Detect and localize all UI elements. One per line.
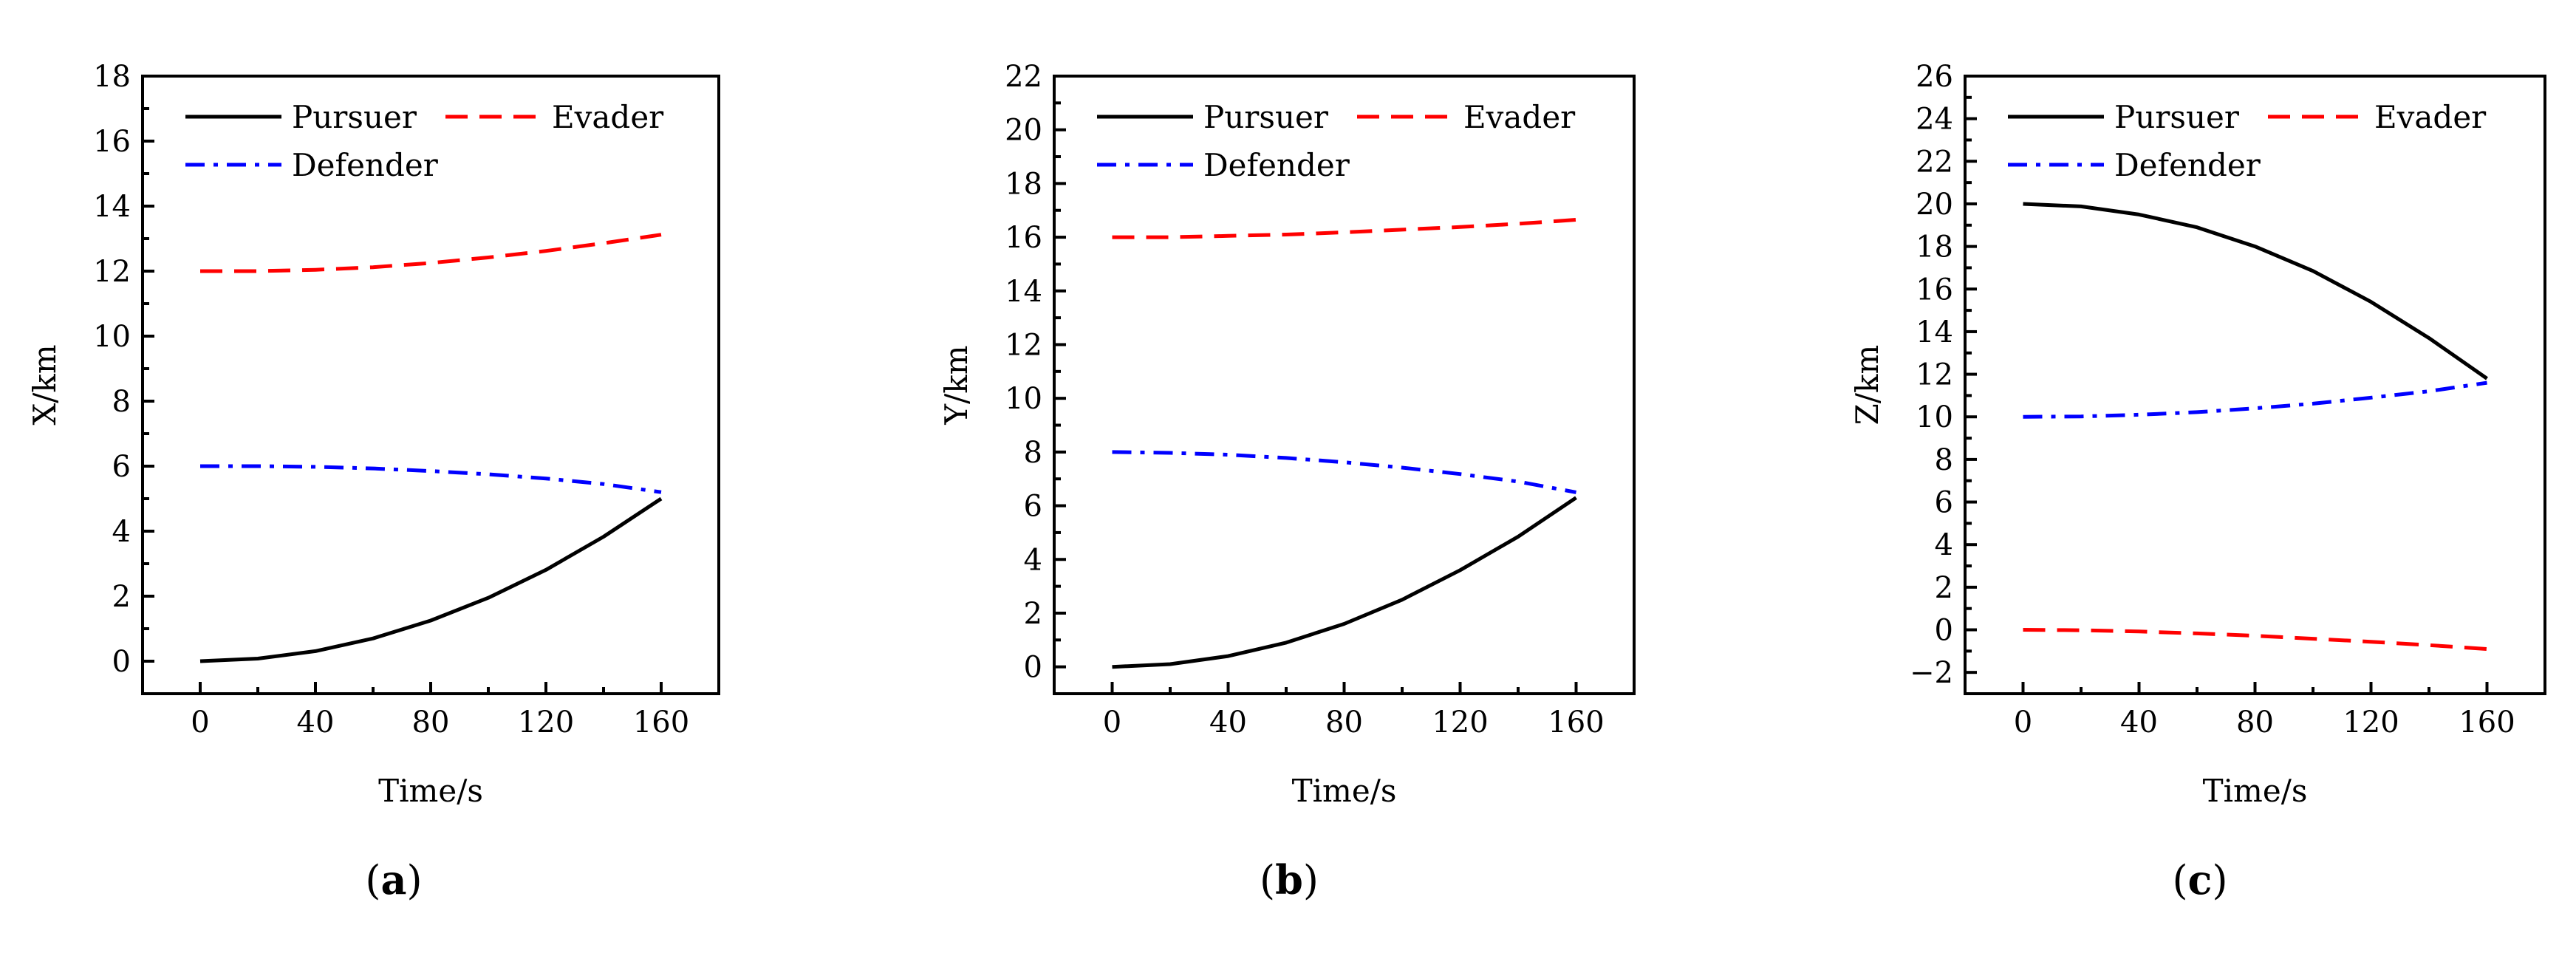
legend-label-pursuer: Pursuer	[2114, 99, 2240, 135]
y-tick-label: 10	[1005, 382, 1042, 416]
legend: Pursuer Evader Defender	[185, 99, 664, 183]
panel-label: (b)	[1260, 856, 1319, 904]
y-tick-label: 16	[93, 125, 131, 159]
x-tick-label: 0	[1103, 706, 1121, 739]
panel-label: (c)	[2172, 856, 2227, 904]
y-tick-label: 18	[1005, 167, 1042, 201]
y-tick-label: 24	[1916, 103, 1953, 137]
y-tick-label: 0	[1935, 614, 1953, 648]
legend-label-evader: Evader	[2374, 99, 2487, 135]
x-tick-label: 120	[1432, 706, 1488, 739]
y-tick-label: 4	[1935, 528, 1953, 562]
y-tick-label: 22	[1916, 145, 1953, 179]
series-evader-line	[200, 233, 662, 273]
series-evader-line	[2023, 628, 2487, 651]
x-tick-label: 80	[412, 706, 450, 739]
x-tick-label: 0	[2014, 706, 2032, 739]
y-tick-label: 6	[1935, 486, 1953, 520]
series-defender-line	[200, 464, 662, 494]
y-tick-label: 6	[1024, 490, 1042, 524]
x-tick-label: 120	[518, 706, 574, 739]
y-tick-label: 26	[1916, 60, 1953, 94]
y-tick-label: 4	[1024, 543, 1042, 577]
y-tick-label: 22	[1005, 60, 1042, 94]
y-tick-label: 16	[1005, 221, 1042, 255]
series-evader-line	[1112, 218, 1576, 239]
y-tick-label: 2	[1935, 571, 1953, 605]
x-tick-label: 40	[297, 706, 335, 739]
y-tick-label: 10	[1916, 400, 1953, 434]
y-tick-label: 14	[93, 190, 131, 224]
y-axis-label: Y/km	[938, 345, 974, 425]
y-tick-label: 12	[93, 255, 131, 289]
legend-label-defender: Defender	[1203, 147, 1350, 183]
y-tick-label: 10	[93, 320, 131, 354]
y-tick-label: 12	[1916, 358, 1953, 392]
legend-label-defender: Defender	[2114, 147, 2261, 183]
x-tick-label: 80	[2236, 706, 2274, 739]
x-tick-label: 160	[633, 706, 689, 739]
panel-label: (a)	[365, 856, 422, 904]
legend-label-evader: Evader	[552, 99, 664, 135]
x-tick-label: 40	[1209, 706, 1247, 739]
x-axis-label: Time/s	[1292, 773, 1397, 809]
y-tick-label: 18	[1916, 230, 1953, 264]
chart-panel-b: 0 2 4 6 8 10 12 14 16 18 20 22 0 40 80 120 160 Time/s Y/km…	[938, 60, 1636, 904]
series-pursuer-line	[1112, 496, 1577, 669]
legend-label-evader: Evader	[1463, 99, 1576, 135]
y-tick-label: 8	[1024, 436, 1042, 470]
y-tick-label: 0	[1024, 651, 1042, 685]
chart-panel-a: 0 2 4 6 8 10 12 14 16 18 0 40 80 120 160 Time/s X/km Purs…	[27, 60, 720, 904]
x-tick-label: 160	[1548, 706, 1604, 739]
y-tick-label: −2	[1910, 656, 1953, 690]
y-axis-label: Z/km	[1849, 345, 1885, 426]
y-tick-label: 16	[1916, 273, 1953, 307]
x-tick-label: 80	[1325, 706, 1363, 739]
y-tick-label: 4	[112, 515, 131, 549]
y-tick-label: 18	[93, 60, 131, 94]
y-tick-label: 20	[1005, 114, 1042, 148]
y-tick-label: 20	[1916, 188, 1953, 222]
x-tick-label: 0	[191, 706, 209, 739]
x-tick-label: 160	[2459, 706, 2515, 739]
legend-label-pursuer: Pursuer	[1203, 99, 1329, 135]
series-defender-line	[2023, 380, 2487, 419]
y-tick-label: 14	[1005, 275, 1042, 309]
series-pursuer-line	[199, 496, 663, 663]
series-pursuer-line	[2023, 202, 2488, 380]
y-tick-label: 8	[112, 385, 131, 419]
y-tick-label: 14	[1916, 315, 1953, 349]
legend: Pursuer Evader Defender	[2008, 99, 2487, 183]
legend: Pursuer Evader Defender	[1097, 99, 1576, 183]
x-axis-label: Time/s	[2203, 773, 2308, 809]
y-tick-label: 0	[112, 645, 131, 679]
y-tick-label: 2	[112, 580, 131, 614]
x-tick-label: 40	[2120, 706, 2158, 739]
y-tick-label: 8	[1935, 443, 1953, 477]
legend-label-defender: Defender	[292, 147, 439, 183]
legend-label-pursuer: Pursuer	[292, 99, 417, 135]
y-tick-label: 6	[112, 450, 131, 484]
series-defender-line	[1112, 450, 1576, 494]
y-tick-label: 12	[1005, 328, 1042, 362]
x-tick-label: 120	[2343, 706, 2399, 739]
x-axis-label: Time/s	[378, 773, 483, 809]
y-tick-label: 2	[1024, 597, 1042, 631]
y-axis-label: X/km	[27, 344, 63, 425]
